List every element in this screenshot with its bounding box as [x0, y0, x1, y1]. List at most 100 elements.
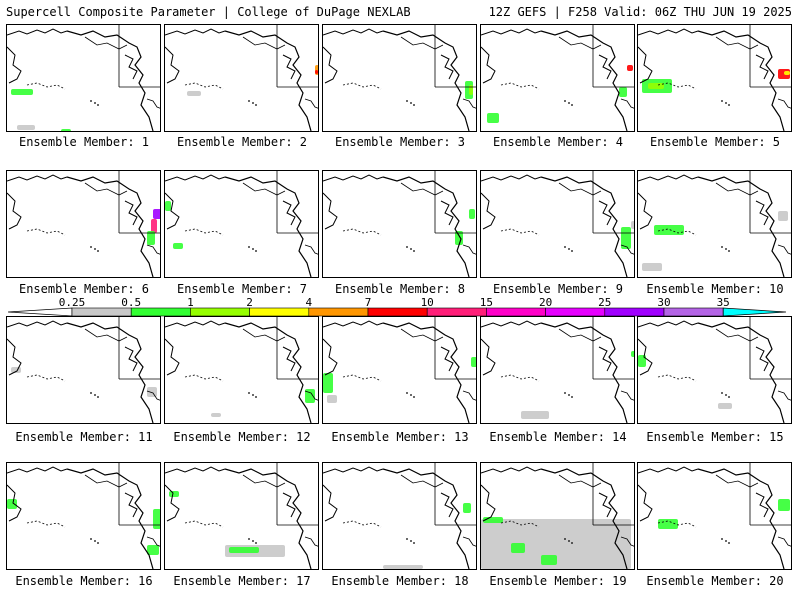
panel-label: Ensemble Member: 6 — [18, 282, 150, 296]
ensemble-map-panel — [322, 462, 477, 570]
panel-label: Ensemble Member: 15 — [646, 430, 784, 444]
colorbar-left-arrow — [8, 307, 73, 317]
scp-field-area — [621, 227, 631, 249]
colorbar-tick-label: 0.25 — [59, 296, 86, 309]
ensemble-map-panel — [6, 316, 161, 424]
colorbar-tick-label: 1 — [187, 296, 194, 309]
scp-field-area — [541, 555, 557, 565]
basemap — [7, 317, 160, 423]
run-valid-time: 12Z GEFS | F258 Valid: 06Z THU JUN 19 20… — [488, 5, 792, 19]
basemap — [638, 463, 791, 569]
panel-label: Ensemble Member: 17 — [173, 574, 311, 588]
colorbar-segment — [426, 307, 487, 317]
scp-field-area — [61, 129, 71, 131]
scp-field-area — [305, 389, 315, 403]
scp-field-area — [11, 89, 33, 95]
scp-field-area — [654, 225, 684, 235]
scp-field-area — [153, 209, 160, 219]
colorbar-segment — [486, 307, 546, 317]
panel-label: Ensemble Member: 7 — [176, 282, 308, 296]
colorbar-segment — [367, 307, 428, 317]
ensemble-map-panel — [6, 24, 161, 132]
scp-field-area — [315, 70, 318, 74]
ensemble-map-panel — [637, 316, 792, 424]
scp-field-area — [323, 373, 333, 393]
ensemble-map-panel — [637, 462, 792, 570]
scp-field-area — [187, 91, 201, 96]
colorbar-tick-label: 2 — [246, 296, 253, 309]
scp-field-area — [211, 413, 221, 417]
panel-label: Ensemble Member: 4 — [492, 135, 624, 149]
scp-field-area — [627, 65, 633, 71]
panel-label: Ensemble Member: 11 — [15, 430, 153, 444]
ensemble-map-panel — [164, 170, 319, 278]
basemap — [481, 317, 634, 423]
colorbar-segment — [190, 307, 250, 317]
panel-label: Ensemble Member: 2 — [176, 135, 308, 149]
ensemble-map-panel — [6, 170, 161, 278]
ensemble-map-panel — [480, 24, 635, 132]
scp-field-area — [153, 509, 160, 529]
scp-field-area — [229, 547, 259, 553]
colorbar-segment — [308, 307, 369, 317]
ensemble-map-panel — [164, 24, 319, 132]
scp-field-area — [327, 395, 337, 403]
colorbar-tick-label: 10 — [421, 296, 434, 309]
basemap — [165, 171, 318, 277]
basemap — [638, 317, 791, 423]
colorbar-tick-label: 15 — [480, 296, 493, 309]
scp-field-area — [784, 71, 790, 75]
panel-label: Ensemble Member: 10 — [646, 282, 784, 296]
scp-field-area — [469, 209, 475, 219]
basemap — [7, 171, 160, 277]
ensemble-map-panel — [322, 316, 477, 424]
scp-field-area — [471, 357, 476, 367]
panel-label: Ensemble Member: 14 — [489, 430, 627, 444]
panel-label: Ensemble Member: 13 — [331, 430, 469, 444]
colorbar-segment — [249, 307, 310, 317]
scp-field-area — [11, 367, 21, 373]
panel-label: Ensemble Member: 1 — [18, 135, 150, 149]
scp-field-area — [481, 519, 631, 569]
colorbar-tick-label: 25 — [598, 296, 611, 309]
scp-field-area — [511, 543, 525, 553]
ensemble-map-panel — [164, 462, 319, 570]
colorbar-segment — [130, 307, 191, 317]
scp-field-area — [631, 351, 634, 357]
scp-field-area — [147, 387, 157, 397]
panel-label: Ensemble Member: 16 — [15, 574, 153, 588]
scp-field-area — [147, 545, 159, 555]
basemap — [481, 171, 634, 277]
scp-field-area — [169, 491, 179, 497]
panel-label: Ensemble Member: 18 — [331, 574, 469, 588]
map-title: Supercell Composite Parameter | College … — [6, 5, 411, 19]
scp-field-area — [648, 83, 664, 89]
scp-field-area — [455, 231, 463, 245]
panel-label: Ensemble Member: 5 — [649, 135, 781, 149]
scp-field-area — [631, 221, 634, 229]
scp-field-area — [383, 565, 423, 569]
colorbar-segment — [71, 307, 132, 317]
scp-field-area — [642, 263, 662, 271]
colorbar-segment — [604, 307, 665, 317]
ensemble-map-panel — [480, 170, 635, 278]
colorbar-tick-label: 0.5 — [121, 296, 141, 309]
basemap — [481, 25, 634, 131]
scp-field-area — [463, 503, 471, 513]
scp-field-area — [165, 201, 171, 211]
colorbar-tick-label: 4 — [305, 296, 312, 309]
scp-field-area — [521, 411, 549, 419]
basemap — [323, 463, 476, 569]
scp-field-area — [718, 403, 732, 409]
basemap — [7, 463, 160, 569]
scp-field-area — [17, 125, 35, 130]
colorbar-segment — [545, 307, 606, 317]
basemap — [638, 171, 791, 277]
basemap — [323, 317, 476, 423]
scp-field-area — [147, 231, 155, 245]
basemap — [165, 317, 318, 423]
scp-field-area — [173, 243, 183, 249]
ensemble-map-panel — [164, 316, 319, 424]
ensemble-map-panel — [637, 170, 792, 278]
basemap — [323, 171, 476, 277]
